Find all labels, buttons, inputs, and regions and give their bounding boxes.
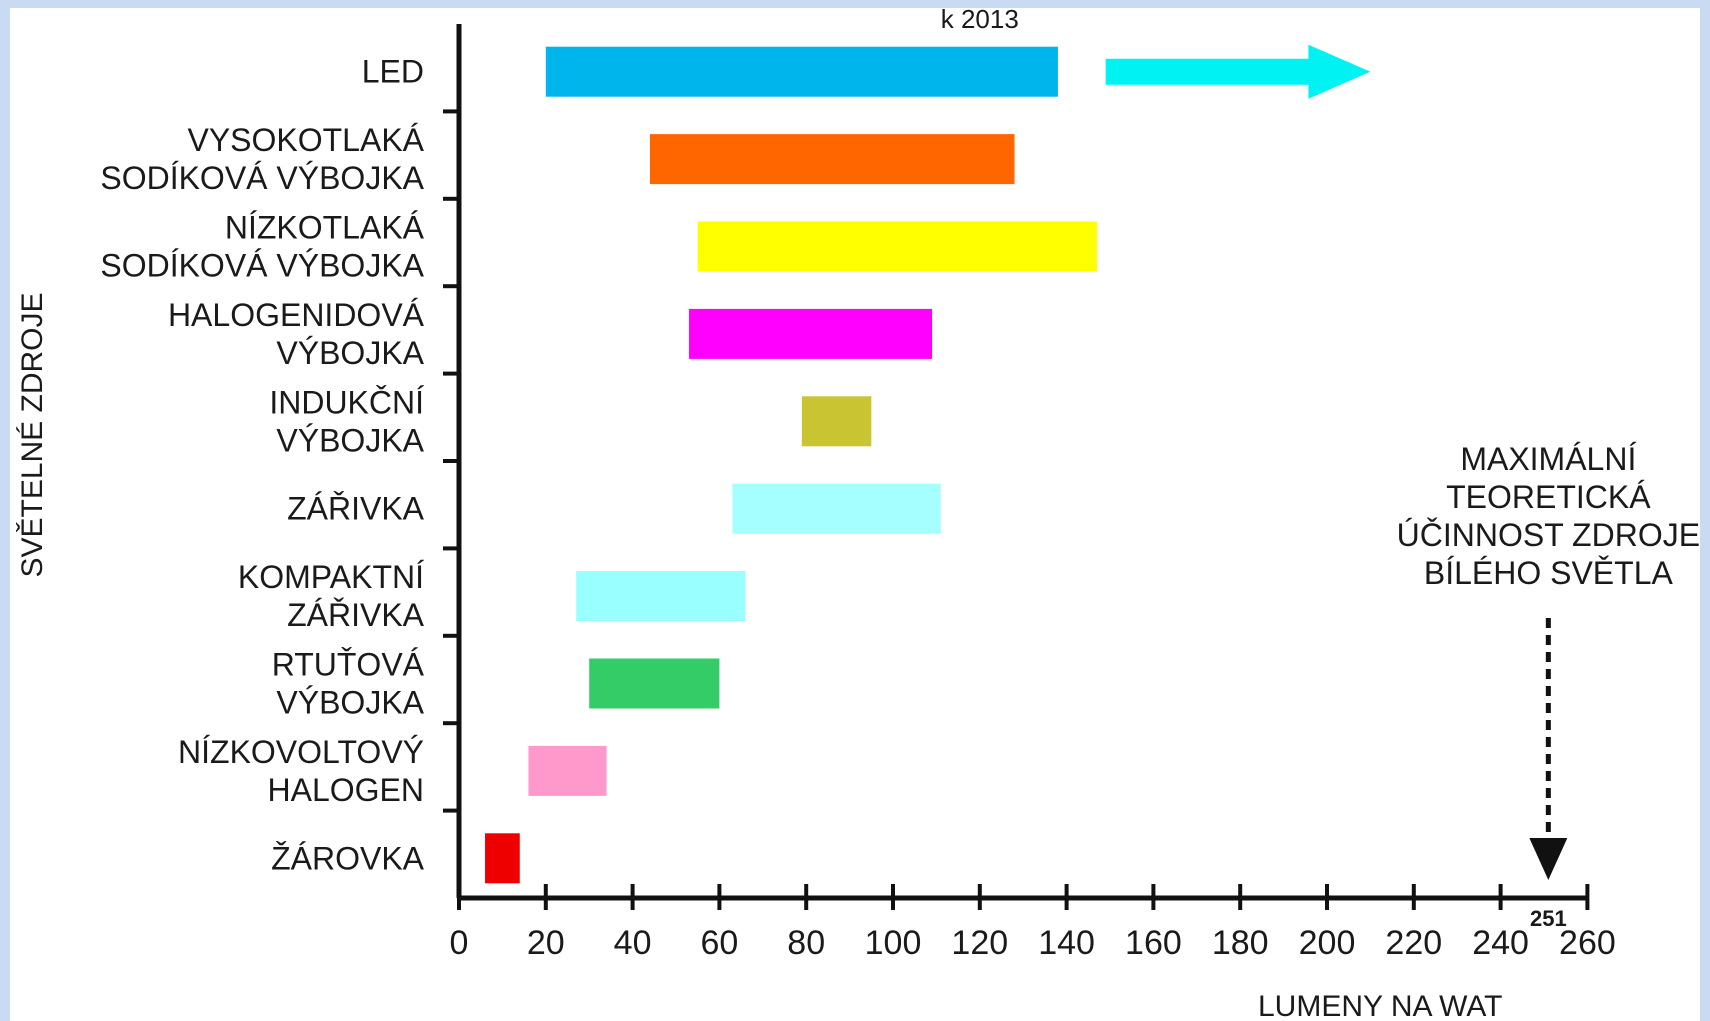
category-label: NÍZKOVOLTOVÝ	[178, 734, 424, 770]
category-label: ZÁŘIVKA	[287, 597, 425, 633]
x-tick-label: 80	[787, 924, 825, 962]
category-label: INDUKČNÍ	[269, 384, 424, 420]
x-tick-label: 120	[951, 924, 1008, 962]
x-tick-label: 60	[700, 924, 738, 962]
category-label: LED	[362, 54, 424, 90]
bar	[485, 833, 520, 884]
category-label: VÝBOJKA	[276, 335, 424, 371]
category-label: ZÁŘIVKA	[287, 491, 425, 527]
bar	[649, 134, 1015, 185]
category-label: HALOGEN	[268, 772, 424, 808]
x-tick-label: 20	[527, 924, 565, 962]
category-label: SODÍKOVÁ VÝBOJKA	[100, 160, 424, 196]
x-tick-label: 180	[1212, 924, 1269, 962]
x-tick-label: 0	[450, 924, 469, 962]
led-projection-arrow	[1105, 44, 1371, 99]
x-axis-title: LUMENY NA WAT	[1258, 990, 1502, 1021]
x-tick-label: 160	[1125, 924, 1182, 962]
category-label: NÍZKOTLAKÁ	[225, 210, 425, 246]
x-tick-label: 220	[1385, 924, 1442, 962]
category-label: HALOGENIDOVÁ	[168, 297, 425, 333]
max-efficacy-label: BÍLÉHO SVĚTLA	[1424, 555, 1674, 591]
category-label: VÝBOJKA	[276, 685, 424, 721]
x-tick-label: 140	[1038, 924, 1095, 962]
plot-area: 0 20 40 60 80 100 120 140 160 180 200 220 240 260 LED V…	[100, 4, 1700, 962]
bar	[689, 308, 933, 359]
bar	[589, 658, 720, 709]
max-efficacy-label: ÚČINNOST ZDROJE	[1397, 517, 1700, 553]
category-label: KOMPAKTNÍ	[238, 559, 424, 595]
y-axis-title: SVĚTELNÉ ZDROJE	[16, 292, 49, 577]
max-efficacy-label: MAXIMÁLNÍ	[1460, 441, 1636, 477]
bar	[697, 221, 1097, 272]
x-tick-label: 260	[1559, 924, 1616, 962]
led-projection-label: k 2013	[941, 4, 1019, 34]
bar	[528, 745, 607, 796]
category-label: VÝBOJKA	[276, 422, 424, 458]
category-label: SODÍKOVÁ VÝBOJKA	[100, 248, 424, 284]
bar	[576, 571, 746, 622]
bar	[545, 46, 1058, 97]
x-tick-label: 200	[1299, 924, 1356, 962]
category-label: VYSOKOTLAKÁ	[187, 122, 424, 158]
x-tick-label: 240	[1472, 924, 1529, 962]
max-efficacy-value: 251	[1530, 906, 1567, 931]
x-tick-label: 40	[614, 924, 652, 962]
max-efficacy-arrowhead	[1529, 838, 1568, 880]
bar	[801, 396, 872, 447]
max-efficacy-label: TEORETICKÁ	[1446, 479, 1651, 515]
category-label: RTUŤOVÁ	[272, 647, 425, 683]
bar	[732, 483, 941, 534]
x-tick-label: 100	[865, 924, 922, 962]
category-label: ŽÁROVKA	[271, 840, 425, 876]
